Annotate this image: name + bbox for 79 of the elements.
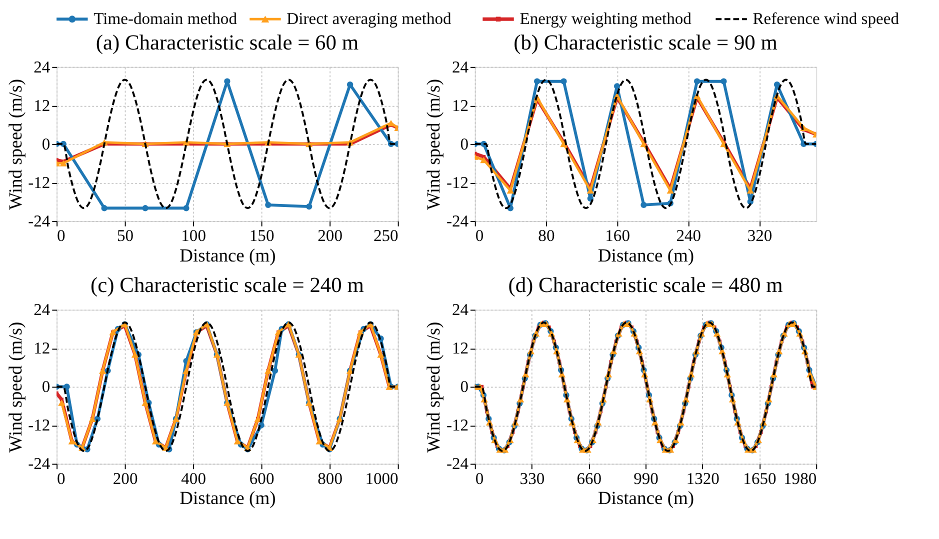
point [560,140,568,148]
chart-title: (d) Characteristic scale = 480 m [508,273,784,298]
point [534,78,540,84]
x-tick-label: 400 [181,468,206,488]
point [640,202,647,208]
y-tick-label: -12 [446,416,469,435]
point [183,205,190,212]
y-axis-title: Wind speed (m/s) [424,78,445,210]
y-tick-label: 0 [460,134,469,154]
y-tick-label: -12 [446,172,469,192]
legend-label: Reference wind speed [752,9,900,28]
x-tick-label: 150 [249,226,274,245]
x-tick-label: 200 [318,226,342,245]
x-tick-label: 0 [475,468,484,488]
x-axis-title: Distance (m) [180,245,276,266]
y-tick-label: -12 [28,172,50,192]
point [774,81,780,88]
y-tick-label: 0 [460,377,469,396]
point [142,205,148,212]
y-axis-title: Wind speed (m/s) [424,322,445,453]
point [64,384,70,390]
x-tick-label: 1320 [686,468,720,488]
y-tick-label: -24 [28,211,51,230]
x-tick-label: 250 [373,226,398,245]
legend-label: Energy weighting method [520,9,692,28]
point [694,78,700,84]
chart-title: (a) Characteristic scale = 60 m [96,30,359,54]
y-tick-label: 0 [42,377,50,396]
y-tick-label: -24 [28,454,51,474]
y-tick-label: 12 [34,96,50,115]
x-axis-title: Distance (m) [180,488,276,510]
point [614,83,620,90]
point [306,203,312,210]
chart-title: (c) Characteristic scale = 240 m [90,273,364,298]
x-tick-label: 1650 [743,468,776,488]
x-tick-label: 660 [576,468,602,488]
y-tick-label: 24 [452,57,470,76]
x-tick-label: 0 [475,226,484,245]
x-tick-label: 100 [181,226,206,245]
x-tick-label: 0 [57,226,66,245]
x-axis-title: Distance (m) [598,488,694,510]
x-tick-label: 240 [676,226,702,245]
y-tick-label: 12 [452,96,469,115]
point [60,160,67,166]
point [480,156,488,164]
x-tick-label: 200 [112,468,138,488]
y-tick-label: 24 [452,300,470,320]
y-tick-label: 24 [34,57,51,76]
x-tick-label: 80 [538,226,555,245]
x-tick-label: 0 [57,468,66,488]
y-tick-label: 12 [34,338,50,358]
y-tick-label: -12 [28,416,50,435]
point [101,205,108,212]
point [272,368,278,374]
x-tick-label: 990 [634,468,658,488]
point [265,202,272,208]
point [560,78,567,84]
legend-label: Time-domain method [94,9,238,28]
x-tick-label: 800 [318,468,342,488]
y-tick-label: -24 [446,211,470,230]
x-tick-label: 330 [520,468,545,488]
legend-label: Direct averaging method [286,9,452,28]
x-tick-label: 320 [747,226,772,245]
x-axis-title: Distance (m) [598,245,694,266]
y-axis-title: Wind speed (m/s) [5,78,26,210]
x-tick-label: 50 [117,226,134,245]
point [720,78,727,84]
y-axis-title: Wind speed (m/s) [5,322,26,453]
point [58,400,66,406]
x-tick-label: 600 [249,468,274,488]
x-tick-label: 1980 [784,468,817,488]
x-tick-label: 1000 [365,468,398,488]
y-tick-label: -24 [446,454,470,474]
x-tick-label: 160 [605,226,630,245]
y-tick-label: 12 [452,338,469,358]
y-tick-label: 24 [34,300,51,320]
chart-title: (b) Characteristic scale = 90 m [514,30,778,54]
point [346,81,354,88]
y-tick-label: 0 [42,134,50,154]
